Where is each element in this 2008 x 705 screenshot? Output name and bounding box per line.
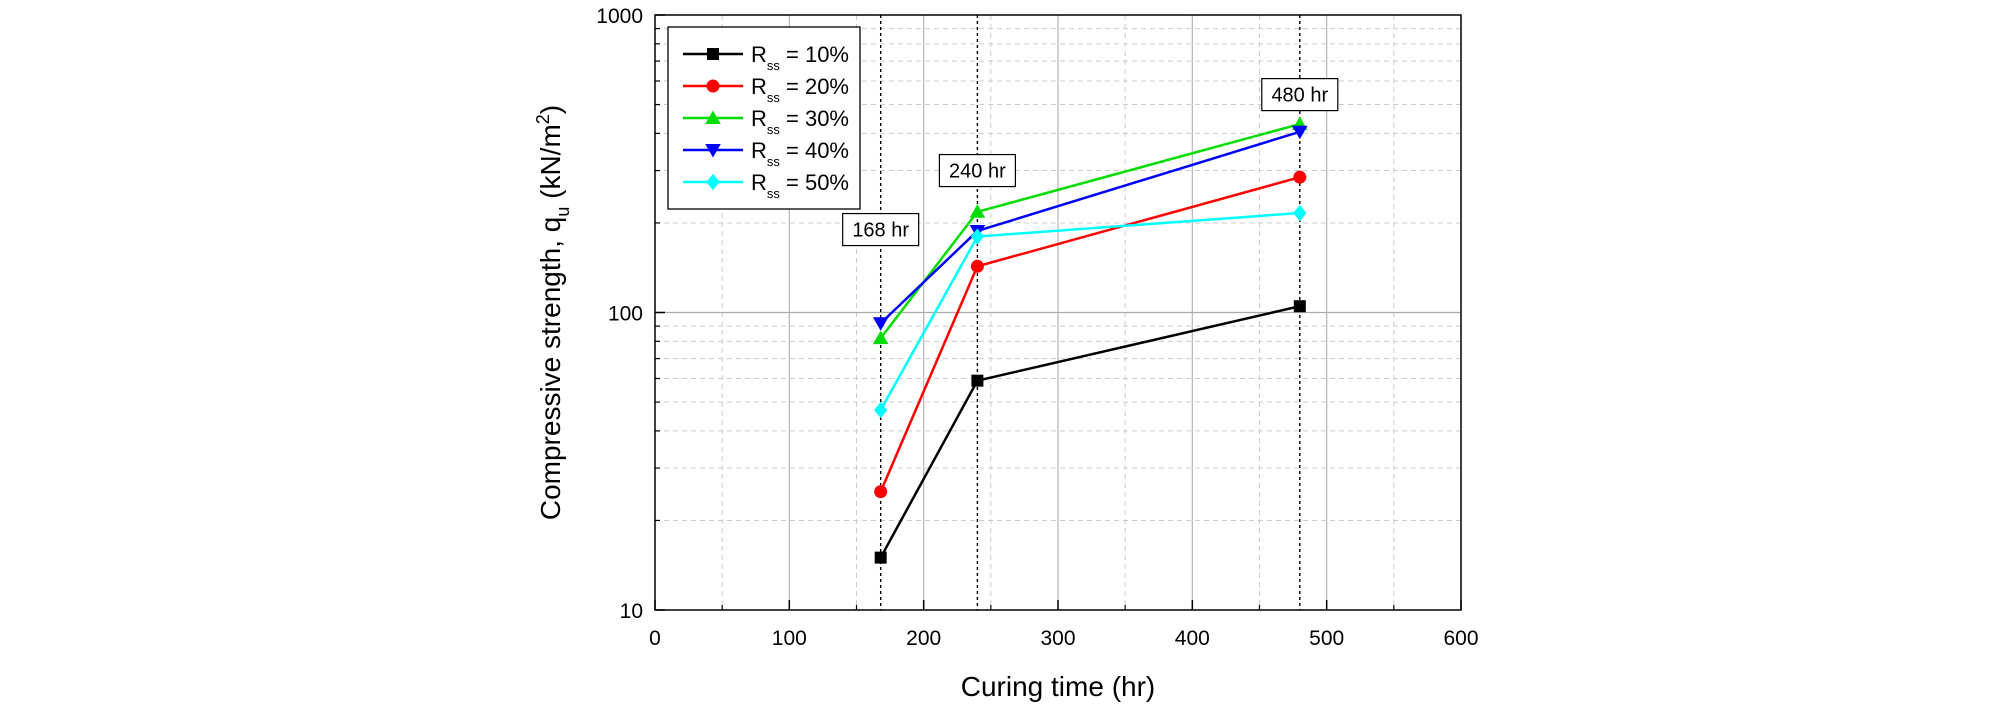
data-point	[1293, 300, 1306, 313]
legend-label: Rss = 40%	[751, 138, 849, 169]
data-point	[969, 204, 986, 218]
legend-item: Rss = 10%	[683, 42, 849, 73]
series-line	[879, 211, 1300, 411]
annotation-box	[842, 212, 920, 247]
legend-marker	[707, 48, 719, 60]
legend-label: Rss = 30%	[751, 106, 849, 137]
annotation-text: 480 hr	[1271, 85, 1328, 107]
data-point	[970, 228, 984, 245]
data-point	[1292, 125, 1308, 140]
data-point	[874, 551, 887, 564]
legend-item: Rss = 40%	[683, 138, 849, 169]
annotation-text: 168 hr	[852, 220, 909, 242]
data-point	[872, 330, 889, 345]
y-axis-title: Compressive strength, qu (kN/m2)	[533, 105, 573, 520]
legend-marker	[705, 110, 721, 124]
data-point	[874, 401, 888, 419]
legend-label: Rss = 50%	[751, 170, 849, 201]
annotation-label: 480 hr	[1261, 78, 1339, 112]
series-1	[874, 300, 1306, 564]
x-axis-title: Curing time (hr)	[961, 671, 1155, 702]
data-point	[872, 317, 889, 331]
annotation-text: 240 hr	[949, 161, 1006, 183]
x-tick-label: 400	[1175, 627, 1210, 650]
legend-item: Rss = 50%	[683, 170, 849, 201]
axis-ticks: 0 100 200 300 400 500 600 10 100 1000	[596, 5, 1478, 650]
y-tick-label: 10	[620, 600, 643, 623]
annotation-box	[1261, 78, 1339, 112]
legend-item: Rss = 30%	[683, 106, 849, 137]
x-tick-label: 300	[1040, 627, 1075, 650]
legend-label: Rss = 10%	[751, 42, 849, 73]
annotations: 168 hr 240 hr 480 hr	[842, 78, 1339, 247]
legend-item: Rss = 20%	[683, 74, 849, 105]
annotation-label: 168 hr	[842, 212, 920, 247]
series-5	[874, 204, 1307, 419]
legend-marker	[705, 144, 721, 158]
series-group	[872, 116, 1308, 564]
x-tick-label: 200	[906, 627, 941, 650]
x-tick-label: 600	[1443, 627, 1478, 650]
y-tick-label: 100	[608, 303, 643, 326]
legend: Rss = 10%Rss = 20%Rss = 30%Rss = 40%Rss …	[667, 26, 861, 210]
data-point	[1293, 170, 1307, 184]
data-point	[970, 259, 984, 273]
annotation-label: 240 hr	[938, 153, 1017, 188]
data-point	[971, 374, 984, 387]
legend-marker	[706, 173, 720, 191]
series-2	[874, 170, 1307, 499]
data-point	[874, 485, 888, 499]
annotation-box	[938, 153, 1017, 188]
y-tick-label: 1000	[596, 5, 643, 28]
legend-marker	[706, 79, 720, 93]
x-tick-label: 100	[772, 627, 807, 650]
data-point	[1293, 204, 1307, 222]
x-tick-label: 0	[649, 627, 661, 650]
legend-label: Rss = 20%	[751, 74, 849, 105]
x-tick-label: 500	[1309, 627, 1344, 650]
